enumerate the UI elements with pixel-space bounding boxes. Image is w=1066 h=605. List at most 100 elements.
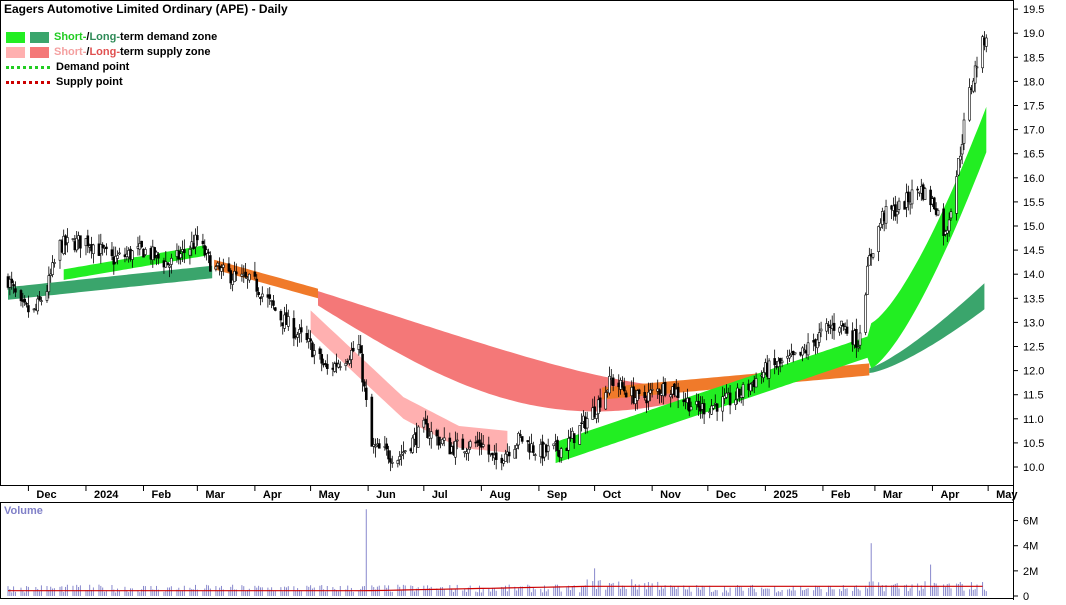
candle-body xyxy=(244,271,247,278)
supply-point-swatch xyxy=(6,81,50,84)
demand-point-label: Demand point xyxy=(56,61,130,73)
candle-body xyxy=(231,279,234,285)
candle-body xyxy=(309,338,312,342)
legend: Short- / Long-term demand zone Short- / … xyxy=(6,30,217,90)
candle-body xyxy=(387,450,390,460)
candle-body xyxy=(272,300,275,306)
price-tick-label: 19.0 xyxy=(1023,28,1044,40)
volume-label: Volume xyxy=(4,505,43,517)
candle-body xyxy=(676,386,680,398)
date-tick-label: Mar xyxy=(883,489,903,501)
candle-body xyxy=(253,271,257,277)
candle-body xyxy=(634,397,637,405)
candle-body xyxy=(623,386,626,392)
mixed-zone xyxy=(214,259,318,299)
candle-body xyxy=(468,441,472,448)
candle-body xyxy=(14,288,17,293)
candle-body xyxy=(556,439,559,452)
candle-body xyxy=(960,144,964,155)
candle-body xyxy=(396,460,400,464)
candle-body xyxy=(274,307,277,311)
date-tick-label: 2025 xyxy=(773,489,797,501)
candle-body xyxy=(552,443,556,446)
candle-body xyxy=(261,293,264,298)
candle-body xyxy=(338,366,342,368)
volume-tick-label: 6M xyxy=(1023,516,1038,528)
volume-tick-label: 4M xyxy=(1023,541,1038,553)
candle-body xyxy=(461,438,465,450)
candle-body xyxy=(196,235,199,241)
candle-body xyxy=(532,445,535,453)
price-axis: 10.0 10.5 11.0 11.5 12.0 12.5 13.0 13.5 14.0 14.5… xyxy=(1013,4,1044,474)
candle-body xyxy=(38,296,41,300)
candle-body xyxy=(333,363,337,372)
candle-body xyxy=(348,359,351,364)
candle-body xyxy=(364,387,368,400)
price-tick-label: 13.0 xyxy=(1023,317,1044,329)
candle-body xyxy=(567,438,570,451)
candle-body xyxy=(144,249,147,255)
legend-demand-sep: / xyxy=(86,31,90,43)
price-tick-label: 18.0 xyxy=(1023,76,1044,88)
candle-body xyxy=(99,244,103,254)
candle-body xyxy=(359,345,363,354)
legend-supply-zone: Short- / Long-term supply zone xyxy=(6,45,217,60)
candle-body xyxy=(36,298,40,312)
legend-demand-long: Long- xyxy=(89,31,120,43)
candle-body xyxy=(710,405,713,415)
short-demand-zone xyxy=(63,245,205,280)
volume-bars xyxy=(7,509,987,596)
candle-body xyxy=(205,249,208,254)
candle-body xyxy=(637,389,641,395)
candle-body xyxy=(411,437,414,453)
candle-body xyxy=(611,377,615,386)
candle-body xyxy=(51,262,54,275)
candle-body xyxy=(481,444,485,447)
volume-tick-label: 0 xyxy=(1023,591,1029,600)
candle-body xyxy=(390,461,394,464)
candle-body xyxy=(454,440,457,458)
date-tick-label: May xyxy=(319,489,341,501)
candle-body xyxy=(487,444,491,455)
date-tick-label: 2024 xyxy=(94,489,119,501)
candle-body xyxy=(728,392,732,406)
legend-supply-rest: term supply zone xyxy=(120,46,211,58)
price-tick-label: 10.5 xyxy=(1023,438,1044,450)
date-tick-label: Oct xyxy=(603,489,622,501)
candle-body xyxy=(222,264,225,268)
candle-body xyxy=(595,413,598,419)
candle-body xyxy=(741,384,745,398)
candle-body xyxy=(643,392,647,399)
candle-body xyxy=(403,450,407,453)
date-tick-label: Mar xyxy=(205,489,225,501)
candle-body xyxy=(519,434,522,436)
candle-body xyxy=(647,391,650,402)
long-demand-zone-late xyxy=(869,283,985,373)
candle-body xyxy=(546,445,550,452)
candle-body xyxy=(227,263,231,272)
candle-body xyxy=(157,254,160,259)
candle-body xyxy=(86,235,90,247)
candle-body xyxy=(66,237,69,244)
candle-body xyxy=(12,284,15,287)
long-demand-zone xyxy=(8,265,213,300)
candle-body xyxy=(515,444,518,449)
date-tick-label: Aug xyxy=(489,489,510,501)
candle-body xyxy=(868,255,871,266)
price-tick-label: 16.5 xyxy=(1023,149,1044,161)
candle-body xyxy=(777,360,780,367)
zones-layer xyxy=(8,106,987,464)
candle-body xyxy=(825,323,828,332)
price-tick-label: 11.0 xyxy=(1023,414,1044,426)
candle-body xyxy=(45,291,49,301)
short-supply-swatch xyxy=(6,47,25,58)
candle-body xyxy=(624,392,628,398)
price-tick-label: 12.5 xyxy=(1023,342,1044,354)
candle-body xyxy=(220,267,223,272)
candle-body xyxy=(762,372,765,379)
candle-body xyxy=(201,240,205,245)
candle-body xyxy=(25,303,28,305)
candle-body xyxy=(507,451,511,457)
candle-body xyxy=(53,262,56,264)
